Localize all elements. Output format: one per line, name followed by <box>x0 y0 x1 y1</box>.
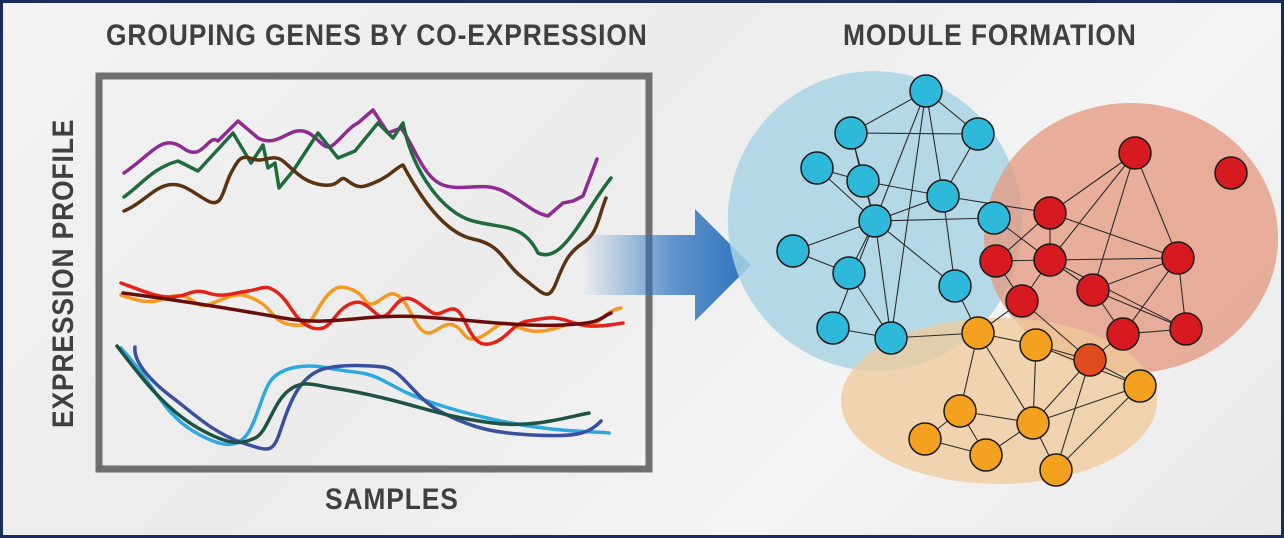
red-node <box>1076 273 1110 307</box>
blue-module-nodes <box>776 74 1011 355</box>
red-node <box>1161 241 1195 275</box>
orange-node <box>969 438 1003 472</box>
blue-node <box>961 117 995 151</box>
orange-node <box>1019 328 1053 362</box>
samples-axis-label: SAMPLES <box>325 483 459 516</box>
middle-profile-darkred <box>121 291 613 328</box>
red-node <box>1033 243 1067 277</box>
upper-profile-green <box>122 121 613 257</box>
grouping-title: GROUPING GENES BY CO-EXPRESSION <box>106 19 648 52</box>
module-formation-title: MODULE FORMATION <box>843 19 1137 52</box>
orange-node <box>943 394 977 428</box>
red-node <box>1214 156 1248 190</box>
profile-box <box>95 72 653 473</box>
upper-profile-purple <box>122 108 599 218</box>
upper-gene-group <box>122 108 613 296</box>
blue-node <box>926 179 960 213</box>
blue-node <box>858 204 892 238</box>
blue-node <box>834 116 868 150</box>
blue-node <box>909 74 943 108</box>
blue-node <box>832 256 866 290</box>
lower-gene-group <box>115 344 611 451</box>
upper-profile-brown <box>122 155 608 296</box>
lower-profile-navy <box>133 345 603 451</box>
red-node <box>1005 284 1039 318</box>
red-module-nodes <box>979 136 1248 377</box>
orange-node <box>961 316 995 350</box>
middle-profile-red <box>119 281 625 346</box>
orange-node <box>1039 453 1073 487</box>
diagram-canvas <box>95 71 1278 487</box>
module-transition-arrow <box>581 209 751 321</box>
orange-module-nodes <box>908 316 1157 487</box>
blue-node <box>846 164 880 198</box>
middle-gene-group <box>119 281 625 346</box>
orange-node <box>1123 369 1157 403</box>
lower-profile-lightblue <box>119 346 611 447</box>
blue-node <box>816 311 850 345</box>
red-node <box>1033 196 1067 230</box>
orange-node <box>908 422 942 456</box>
lower-profile-darkgreen <box>115 344 591 445</box>
orange-node <box>1016 406 1050 440</box>
red-node <box>1169 312 1203 346</box>
blue-node <box>938 269 972 303</box>
blue-node <box>776 234 810 268</box>
blue-node <box>977 201 1011 235</box>
red-module-region <box>984 103 1278 373</box>
blue-node <box>874 321 908 355</box>
red-node <box>1118 136 1152 170</box>
blue-node <box>800 151 834 185</box>
red-node <box>979 244 1013 278</box>
middle-profile-orange <box>119 285 623 341</box>
red-node <box>1106 317 1140 351</box>
expression-profile-axis-label: EXPRESSION PROFILE <box>47 118 80 428</box>
red-node <box>1073 343 1107 377</box>
